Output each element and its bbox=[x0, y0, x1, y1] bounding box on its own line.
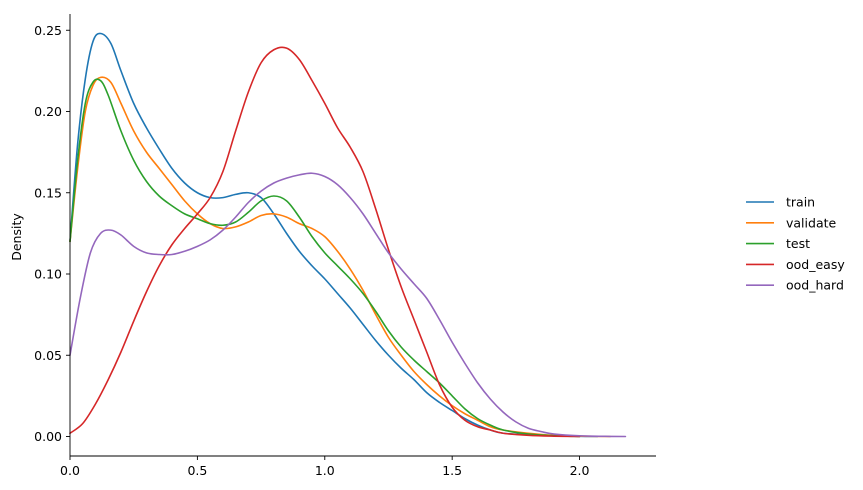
series-lines bbox=[69, 32, 627, 438]
legend-label-validate: validate bbox=[786, 215, 836, 230]
series-line-validate bbox=[69, 76, 611, 438]
x-tick-label: 1.0 bbox=[315, 463, 335, 478]
y-tick-label: 0.00 bbox=[34, 429, 62, 444]
x-tick-label: 0.0 bbox=[60, 463, 80, 478]
legend-label-ood-easy: ood_easy bbox=[786, 257, 845, 272]
y-tick-label: 0.05 bbox=[34, 348, 62, 363]
axes: 0.0 0.5 1.0 1.5 2.0 0.00 0.05 0.10 0.15 0.20 0.25 bbox=[34, 14, 656, 478]
y-ticks: 0.00 0.05 0.10 0.15 0.20 0.25 bbox=[34, 23, 70, 444]
series-line-ood-hard bbox=[69, 172, 627, 438]
x-tick-label: 1.5 bbox=[442, 463, 462, 478]
series-line-train bbox=[69, 32, 599, 438]
legend-label-ood-hard: ood_hard bbox=[786, 278, 844, 293]
x-tick-label: 0.5 bbox=[187, 463, 207, 478]
x-tick-label: 2.0 bbox=[570, 463, 590, 478]
series-line-test bbox=[69, 78, 581, 438]
series-line-ood-easy bbox=[69, 46, 581, 438]
y-tick-label: 0.20 bbox=[34, 104, 62, 119]
y-tick-label: 0.15 bbox=[34, 185, 62, 200]
legend: train validate test ood_easy ood_hard bbox=[746, 195, 845, 293]
y-tick-label: 0.25 bbox=[34, 23, 62, 38]
legend-label-train: train bbox=[786, 195, 815, 210]
y-axis-title: Density bbox=[9, 213, 24, 261]
legend-label-test: test bbox=[786, 236, 810, 251]
x-ticks: 0.0 0.5 1.0 1.5 2.0 bbox=[60, 456, 590, 478]
y-tick-label: 0.10 bbox=[34, 267, 62, 282]
